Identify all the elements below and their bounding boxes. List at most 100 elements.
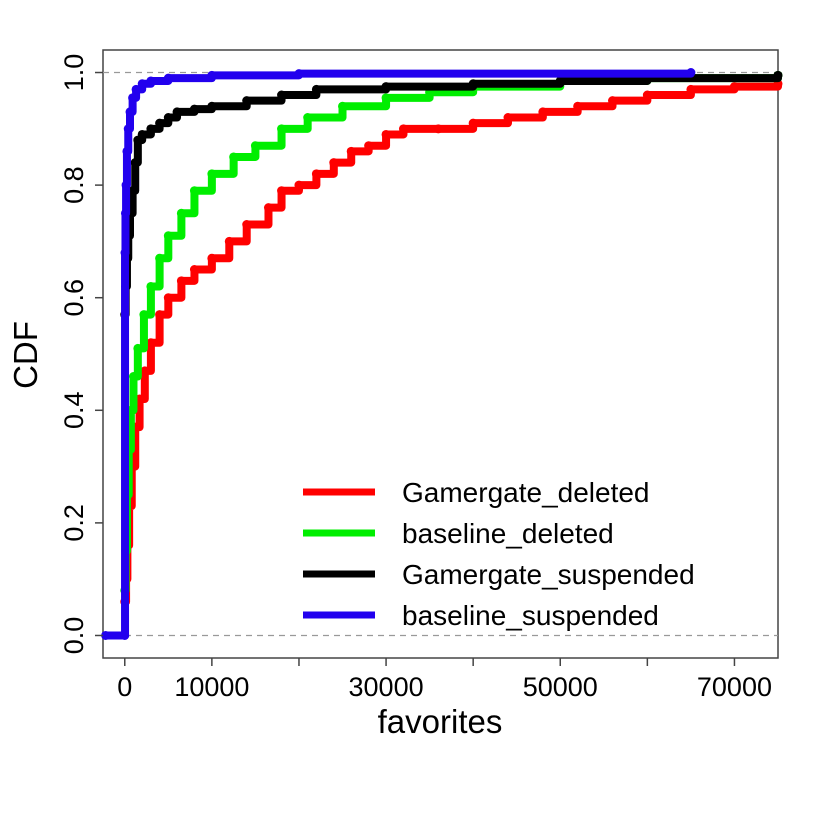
- data-point: [176, 208, 186, 218]
- data-point: [120, 208, 130, 218]
- data-point: [128, 372, 138, 382]
- legend-label: Gamergate_deleted: [402, 477, 650, 508]
- data-point: [433, 124, 443, 134]
- data-point: [555, 76, 565, 86]
- data-point: [137, 129, 147, 139]
- data-point: [364, 141, 374, 151]
- data-point: [163, 293, 173, 303]
- legend-label: baseline_deleted: [402, 518, 614, 549]
- y-tick-label: 1.0: [59, 54, 89, 92]
- series-baseline_suspended: [101, 68, 696, 640]
- data-point: [277, 186, 287, 196]
- data-point: [686, 84, 696, 94]
- data-point: [573, 101, 583, 111]
- data-point: [207, 101, 217, 111]
- data-point: [398, 124, 408, 134]
- data-point: [155, 118, 165, 128]
- data-point: [189, 265, 199, 275]
- plot-frame: [102, 49, 779, 659]
- data-point: [381, 82, 391, 92]
- data-point: [346, 146, 356, 156]
- data-point: [773, 70, 783, 80]
- data-point: [242, 96, 252, 106]
- y-tick-label: 0.6: [59, 279, 89, 317]
- data-point: [130, 158, 140, 168]
- data-point: [338, 101, 348, 111]
- data-point: [146, 124, 156, 134]
- data-point: [468, 118, 478, 128]
- data-point: [120, 630, 130, 640]
- y-axis-title: CDF: [7, 321, 44, 389]
- legend-label: Gamergate_suspended: [402, 559, 695, 590]
- data-point: [176, 276, 186, 286]
- data-point: [642, 90, 652, 100]
- data-point: [121, 180, 131, 190]
- y-tick-label: 0.2: [59, 504, 89, 542]
- data-point: [329, 158, 339, 168]
- data-point: [729, 82, 739, 92]
- x-axis-title: favorites: [378, 703, 503, 740]
- data-point: [294, 180, 304, 190]
- data-point: [303, 113, 313, 123]
- data-point: [155, 310, 165, 320]
- x-tick-label: 50000: [523, 672, 598, 702]
- x-tick-label: 10000: [174, 672, 249, 702]
- data-point: [146, 281, 156, 291]
- data-point: [294, 69, 304, 79]
- x-tick-label: 0: [117, 672, 132, 702]
- data-point: [146, 338, 156, 348]
- data-point: [263, 203, 273, 213]
- data-point: [163, 113, 173, 123]
- data-point: [538, 107, 548, 117]
- data-point: [242, 220, 252, 230]
- data-point: [139, 310, 149, 320]
- y-tick-label: 0.0: [59, 617, 89, 655]
- y-tick-label: 0.4: [59, 392, 89, 430]
- series-line: [120, 71, 782, 595]
- y-tick-label: 0.8: [59, 166, 89, 204]
- data-point: [250, 141, 260, 151]
- data-point: [277, 124, 287, 134]
- data-point: [163, 231, 173, 241]
- series-line: [120, 71, 782, 319]
- series-Gamergate_suspended: [120, 70, 783, 320]
- data-point: [120, 248, 130, 258]
- data-point: [123, 124, 133, 134]
- data-point: [311, 84, 321, 94]
- data-point: [503, 113, 513, 123]
- series-line: [101, 68, 695, 640]
- legend: Gamergate_deleted baseline_deleted Gamerga…: [303, 477, 695, 631]
- data-point: [122, 146, 132, 156]
- data-point: [146, 76, 156, 86]
- data-point: [207, 169, 217, 179]
- data-point: [163, 73, 173, 83]
- data-point: [224, 236, 234, 246]
- y-axis: 0.0 0.2 0.4 0.6 0.8 1.0: [59, 54, 103, 655]
- data-point: [172, 107, 182, 117]
- data-point: [229, 152, 239, 162]
- data-point: [155, 253, 165, 263]
- data-point: [189, 186, 199, 196]
- data-point: [189, 104, 199, 114]
- data-point: [468, 79, 478, 89]
- series-layer: [101, 68, 783, 640]
- data-point: [277, 90, 287, 100]
- x-tick-label: 70000: [697, 672, 772, 702]
- data-point: [311, 169, 321, 179]
- data-point: [133, 343, 143, 353]
- data-point: [381, 129, 391, 139]
- x-axis: 0 10000 30000 50000 70000: [117, 658, 772, 702]
- data-point: [608, 96, 618, 106]
- data-point: [207, 253, 217, 263]
- data-point: [131, 84, 141, 94]
- legend-label: baseline_suspended: [402, 600, 659, 631]
- x-tick-label: 30000: [349, 672, 424, 702]
- reference-lines: [103, 71, 778, 637]
- data-point: [128, 186, 138, 196]
- data-point: [128, 93, 138, 103]
- data-point: [101, 630, 111, 640]
- series-baseline_deleted: [120, 70, 783, 595]
- data-point: [140, 366, 150, 376]
- data-point: [686, 68, 696, 78]
- data-point: [125, 107, 135, 117]
